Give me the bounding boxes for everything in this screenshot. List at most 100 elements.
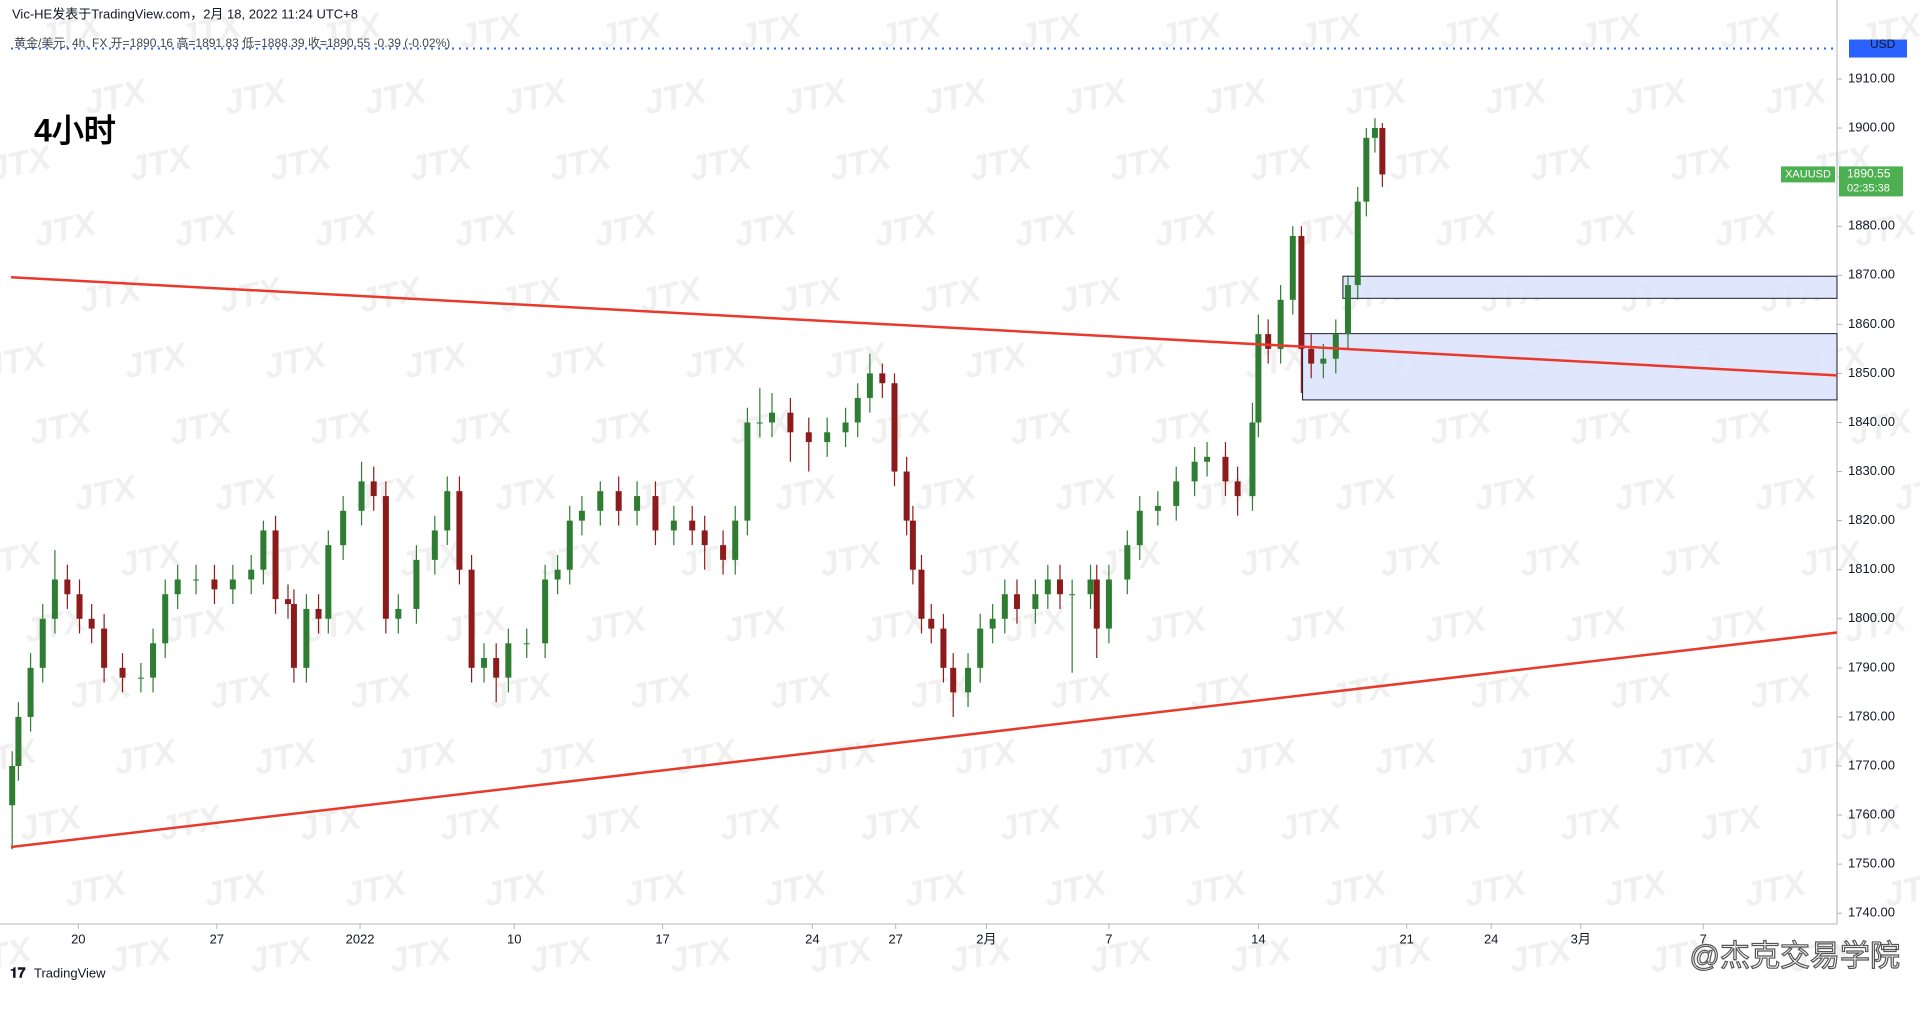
candle-body [431,530,438,560]
candle-body [1332,334,1339,359]
y-tick-label: 1900.00 [1848,119,1895,134]
candle-body [493,658,500,678]
x-tick-label: 17 [655,931,669,946]
candle-body [174,579,181,595]
y-tick-label: 1760.00 [1848,806,1895,821]
y-tick-label: 1750.00 [1848,856,1895,871]
price-tag: 1890.55 [1847,167,1891,181]
candle-body [119,667,126,678]
y-tick-label: 1840.00 [1848,414,1895,429]
candle-body [1105,579,1112,629]
candle-body [1234,481,1241,497]
countdown: 02:35:38 [1847,182,1890,194]
candle-body [769,412,776,423]
candle-body [1136,510,1143,546]
candle-body [1154,505,1161,511]
zone [1342,275,1838,299]
candle-body [1354,201,1361,286]
candle-body [701,530,708,546]
candle-body [505,643,512,678]
candle-body [290,604,297,668]
candle-body [523,643,530,645]
candle-body [854,397,861,423]
candle-body [358,481,365,511]
y-tick-label: 1770.00 [1848,757,1895,772]
candle-body [137,677,144,679]
candle-body [1371,128,1378,138]
candle-body [211,579,218,590]
candle-body [1249,422,1256,497]
candle-body [891,383,898,472]
candle-body [578,510,585,521]
candle-body [566,520,573,570]
candle-body [554,569,561,580]
candle-body [382,496,389,619]
candle-body [1191,461,1198,482]
candle-body [977,628,984,668]
candle-body [1222,456,1229,482]
x-tick-label: 7 [1700,931,1707,946]
candle-body [1379,128,1386,175]
x-tick-label: 24 [1484,931,1498,946]
candle-body [101,628,108,668]
candle-body [732,520,739,560]
candle-body [542,579,549,644]
candle-body [670,520,677,531]
candle-body [1320,358,1327,364]
trend-line [10,631,1838,849]
candle-body [787,412,794,433]
candle-body [150,643,157,678]
candle-body [842,422,849,433]
candle-body [1298,235,1305,349]
x-tick-label: 10 [507,931,521,946]
candle-body [444,491,451,531]
candle-body [720,545,727,560]
candle-body [15,716,22,766]
candle-body [1093,579,1100,629]
candle-body [303,608,310,668]
y-tick-label: 1740.00 [1848,905,1895,920]
symbol-tag: XAUUSD [1785,168,1831,180]
candle-body [634,496,641,511]
candle-body [315,608,322,619]
price-tag-box [1839,166,1903,197]
x-tick-label: 7 [1105,931,1112,946]
candle-body [805,432,812,443]
currency-label: USD [1870,37,1896,51]
candle-body [260,530,267,570]
candle-body [1124,545,1131,580]
candle-body [903,471,910,521]
candle-body [413,559,420,609]
candle-body [989,618,996,629]
trend-line [10,275,1838,377]
x-tick-label: 24 [805,931,819,946]
candle-body [193,579,200,581]
y-tick-label: 1780.00 [1848,708,1895,723]
x-tick-label: 20 [71,931,85,946]
candle-body [1056,579,1063,595]
candle-body [652,496,659,531]
legend-text: 黄金/美元, 4h, FX 开=1890.16 高=1891.83 低=1888… [14,35,450,50]
candle-body [272,530,279,600]
candle-body [248,569,255,580]
candle-body [1173,481,1180,506]
y-tick-label: 1820.00 [1848,512,1895,527]
candle-body [340,510,347,546]
x-tick-label: 27 [210,931,224,946]
candle-body [615,491,622,511]
candle-body [395,608,402,619]
candle-body [1032,594,1039,609]
candle-body [689,520,696,531]
candle-body [909,520,916,570]
x-tick-label: 21 [1399,931,1413,946]
candle-body [756,422,763,424]
watermark-text: @杰克交易学院 [1690,940,1900,973]
brand-logo: 𝟏𝟕 [10,965,26,981]
candle-body [468,569,475,668]
candle-body [1363,137,1370,202]
candle-body [39,618,46,668]
x-tick-label: 3月 [1571,931,1591,946]
symbol-tag-box [1781,166,1835,183]
y-tick-label: 1850.00 [1848,365,1895,380]
